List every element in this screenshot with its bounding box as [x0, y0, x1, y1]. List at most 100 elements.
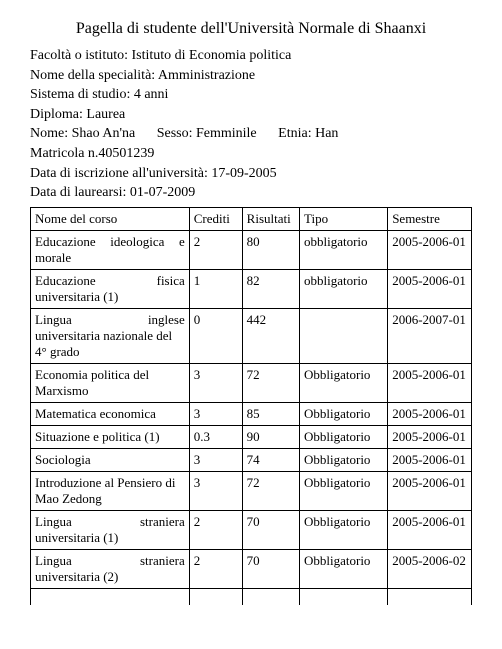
cell-empty: [189, 588, 242, 605]
table-row: Educazionefisicauniversitaria (1)182obbl…: [31, 269, 472, 308]
cell-type: Obbligatorio: [300, 402, 388, 425]
cell-semester: 2005-2006-01: [388, 425, 472, 448]
name-label: Nome: [30, 126, 64, 141]
cell-semester: 2006-2007-01: [388, 308, 472, 363]
cell-credits: 3: [189, 363, 242, 402]
meta-faculty: Facoltà o istituto: Istituto di Economia…: [30, 46, 472, 66]
cell-course: Linguastranierauniversitaria (2): [31, 549, 190, 588]
meta-name-line: Nome: Shao An'na Sesso: Femminile Etnia:…: [30, 124, 472, 144]
cell-credits: 0.3: [189, 425, 242, 448]
cell-credits: 2: [189, 230, 242, 269]
name-value: Shao An'na: [72, 126, 136, 141]
system-value: 4 anni: [134, 87, 169, 102]
cell-result: 74: [242, 448, 299, 471]
table-row: Linguastranierauniversitaria (2)270Obbli…: [31, 549, 472, 588]
cell-course: Educazione ideologica e morale: [31, 230, 190, 269]
cell-credits: 2: [189, 510, 242, 549]
cell-course: Economia politica del Marxismo: [31, 363, 190, 402]
cell-type: Obbligatorio: [300, 510, 388, 549]
diploma-label: Diploma: [30, 107, 79, 122]
cell-semester: 2005-2006-01: [388, 269, 472, 308]
table-header-row: Nome del corso Crediti Risultati Tipo Se…: [31, 207, 472, 230]
table-row: Linguastranierauniversitaria (1)270Obbli…: [31, 510, 472, 549]
cell-credits: 3: [189, 402, 242, 425]
cell-empty: [242, 588, 299, 605]
diploma-value: Laurea: [86, 107, 125, 122]
cell-empty: [300, 588, 388, 605]
cell-semester: 2005-2006-01: [388, 363, 472, 402]
cell-type: obbligatorio: [300, 269, 388, 308]
cell-result: 85: [242, 402, 299, 425]
sex-value: Femminile: [196, 126, 257, 141]
major-label: Nome della specialità: [30, 68, 151, 83]
ethnicity-value: Han: [315, 126, 338, 141]
matric-value: 40501239: [98, 146, 154, 161]
cell-type: [300, 308, 388, 363]
meta-major: Nome della specialità: Amministrazione: [30, 66, 472, 86]
col-type: Tipo: [300, 207, 388, 230]
faculty-label: Facoltà o istituto: [30, 48, 124, 63]
cell-credits: 1: [189, 269, 242, 308]
table-row: Matematica economica385Obbligatorio2005-…: [31, 402, 472, 425]
table-row: Linguaingleseuniversitaria nazionale del…: [31, 308, 472, 363]
table-row: Sociologia374Obbligatorio2005-2006-01: [31, 448, 472, 471]
cell-credits: 2: [189, 549, 242, 588]
table-row: [31, 588, 472, 605]
page-title: Pagella di studente dell'Università Norm…: [30, 20, 472, 38]
col-credits: Crediti: [189, 207, 242, 230]
meta-system: Sistema di studio: 4 anni: [30, 85, 472, 105]
cell-course: Linguaingleseuniversitaria nazionale del…: [31, 308, 190, 363]
cell-semester: 2005-2006-01: [388, 230, 472, 269]
enroll-value: 17-09-2005: [211, 166, 276, 181]
grad-value: 01-07-2009: [130, 185, 195, 200]
table-row: Educazione ideologica e morale280obbliga…: [31, 230, 472, 269]
cell-course: Situazione e politica (1): [31, 425, 190, 448]
cell-course: Introduzione al Pensiero di Mao Zedong: [31, 471, 190, 510]
cell-credits: 3: [189, 448, 242, 471]
cell-credits: 0: [189, 308, 242, 363]
cell-type: Obbligatorio: [300, 471, 388, 510]
grad-label: Data di laurearsi: [30, 185, 123, 200]
cell-type: Obbligatorio: [300, 425, 388, 448]
meta-diploma: Diploma: Laurea: [30, 105, 472, 125]
ethnicity-label: Etnia: [278, 126, 308, 141]
col-course: Nome del corso: [31, 207, 190, 230]
faculty-value: Istituto di Economia politica: [132, 48, 292, 63]
cell-type: Obbligatorio: [300, 549, 388, 588]
system-label: Sistema di studio: [30, 87, 126, 102]
cell-course: Linguastranierauniversitaria (1): [31, 510, 190, 549]
cell-empty: [31, 588, 190, 605]
cell-course: Educazionefisicauniversitaria (1): [31, 269, 190, 308]
cell-credits: 3: [189, 471, 242, 510]
cell-result: 72: [242, 363, 299, 402]
cell-result: 442: [242, 308, 299, 363]
cell-semester: 2005-2006-01: [388, 471, 472, 510]
col-semester: Semestre: [388, 207, 472, 230]
cell-type: Obbligatorio: [300, 448, 388, 471]
cell-result: 90: [242, 425, 299, 448]
cell-semester: 2005-2006-02: [388, 549, 472, 588]
enroll-label: Data di iscrizione all'università: [30, 166, 204, 181]
cell-semester: 2005-2006-01: [388, 448, 472, 471]
cell-result: 70: [242, 549, 299, 588]
cell-type: obbligatorio: [300, 230, 388, 269]
cell-type: Obbligatorio: [300, 363, 388, 402]
transcript-table: Nome del corso Crediti Risultati Tipo Se…: [30, 207, 472, 605]
cell-course: Matematica economica: [31, 402, 190, 425]
matric-label: Matricola n.: [30, 146, 98, 161]
table-row: Economia politica del Marxismo372Obbliga…: [31, 363, 472, 402]
meta-matric: Matricola n.40501239: [30, 144, 472, 164]
cell-result: 80: [242, 230, 299, 269]
cell-semester: 2005-2006-01: [388, 402, 472, 425]
cell-semester: 2005-2006-01: [388, 510, 472, 549]
cell-course: Sociologia: [31, 448, 190, 471]
sex-label: Sesso: [157, 126, 189, 141]
col-results: Risultati: [242, 207, 299, 230]
table-row: Situazione e politica (1)0.390Obbligator…: [31, 425, 472, 448]
table-row: Introduzione al Pensiero di Mao Zedong37…: [31, 471, 472, 510]
cell-result: 70: [242, 510, 299, 549]
meta-enroll: Data di iscrizione all'università: 17-09…: [30, 164, 472, 184]
meta-grad: Data di laurearsi: 01-07-2009: [30, 183, 472, 203]
cell-result: 82: [242, 269, 299, 308]
cell-empty: [388, 588, 472, 605]
